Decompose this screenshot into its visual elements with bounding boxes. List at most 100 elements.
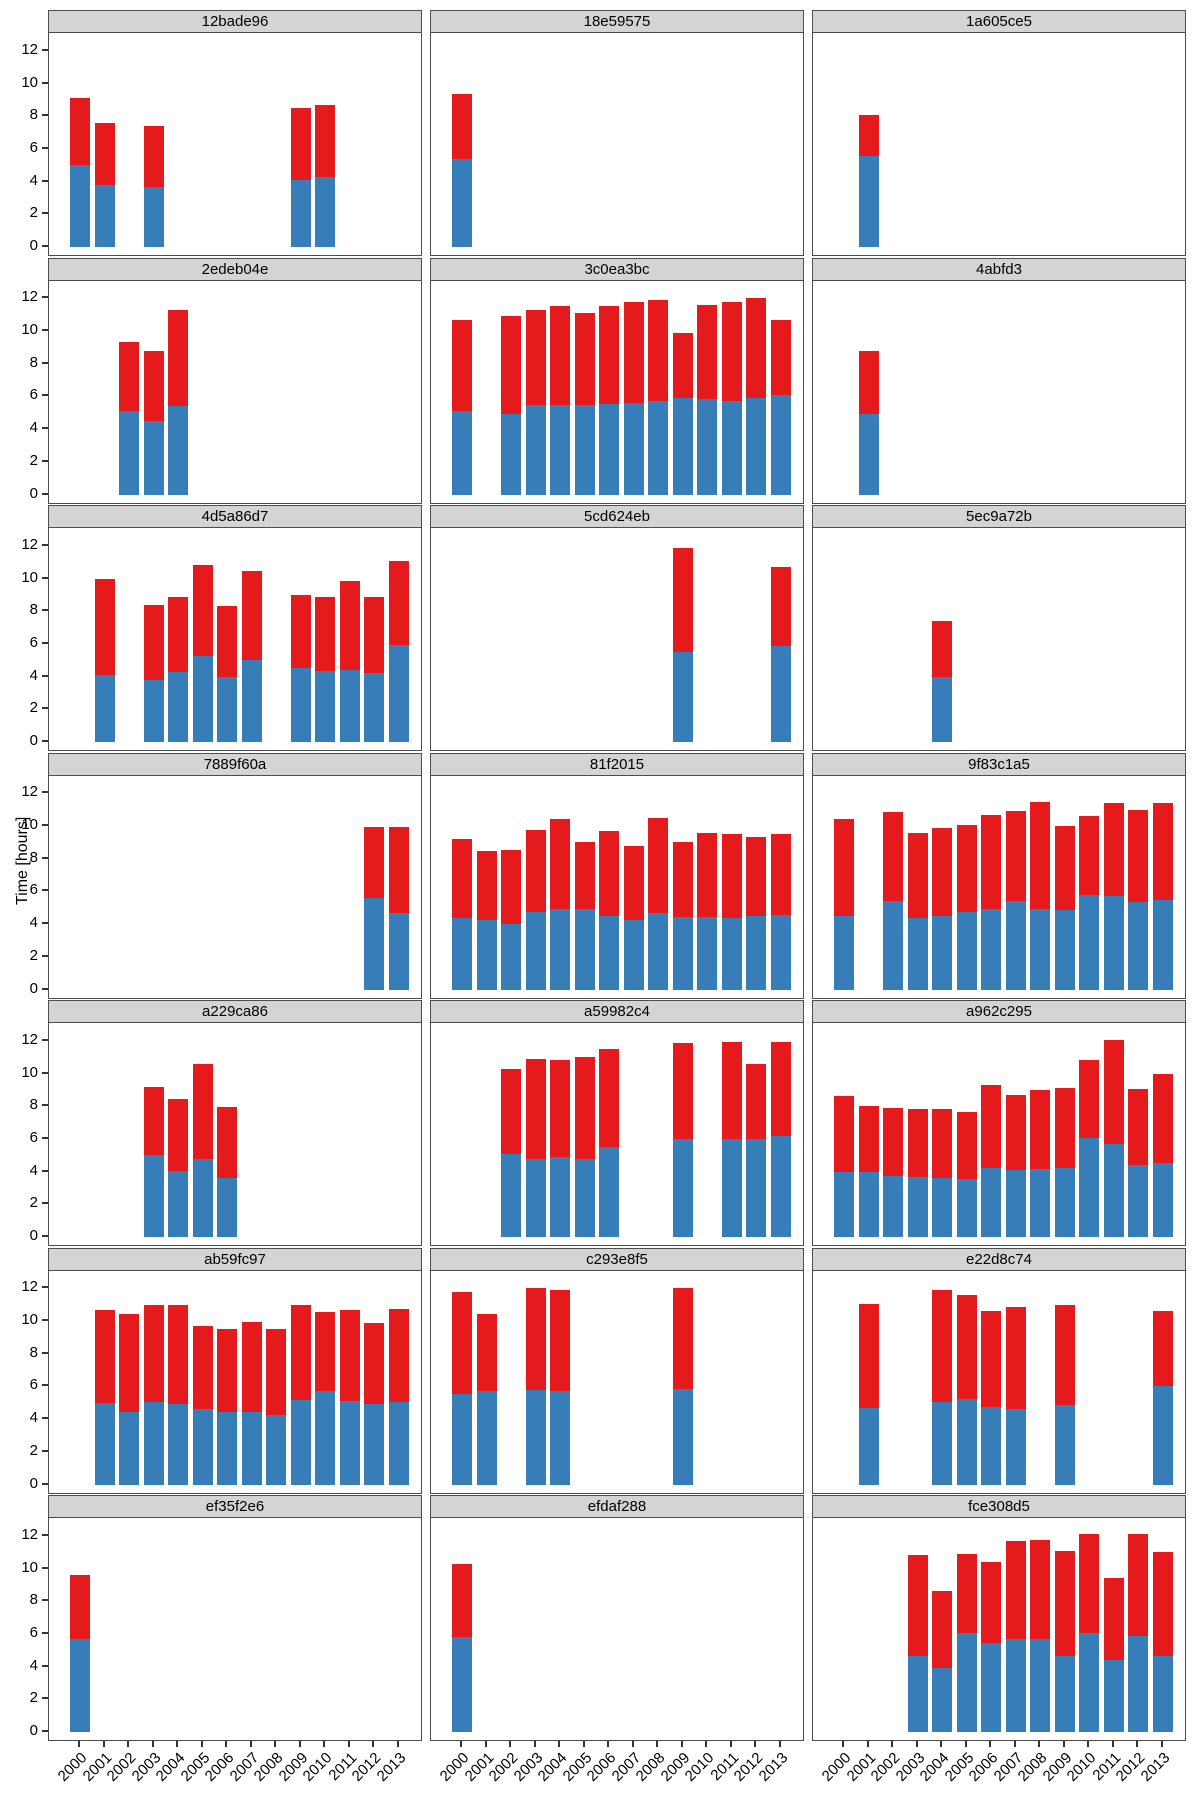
facet-panel-2edeb04e: 2edeb04e xyxy=(48,257,422,504)
y-tick-label: 8 xyxy=(29,848,38,866)
bar-segment-blue-2003 xyxy=(907,1655,928,1732)
facet-panel-5cd624eb: 5cd624eb xyxy=(430,505,804,751)
bar-segment-blue-2001 xyxy=(858,1408,879,1485)
bar-segment-red-2013 xyxy=(388,826,409,913)
facet-panel-efdaf288: efdaf288 xyxy=(430,1495,804,1741)
facet-strip: 2edeb04e xyxy=(48,257,422,281)
bar-segment-blue-2005 xyxy=(956,1633,977,1732)
bar-segment-blue-2012 xyxy=(364,1403,384,1485)
bar-segment-red-2013 xyxy=(770,567,791,646)
plot-area xyxy=(430,1517,804,1741)
bar-segment-blue-2013 xyxy=(1152,1385,1173,1485)
bar-segment-red-2010 xyxy=(697,832,717,917)
bar-segment-red-2008 xyxy=(1030,1539,1050,1639)
bar-segment-blue-2013 xyxy=(1152,1655,1173,1732)
bar-segment-blue-2001 xyxy=(476,920,497,990)
plot-area xyxy=(48,32,422,256)
bar-segment-blue-2003 xyxy=(907,1177,928,1237)
bar-segment-red-2009 xyxy=(672,1043,693,1139)
y-tick-mark xyxy=(42,1104,48,1107)
bar-segment-red-2013 xyxy=(388,1308,409,1402)
bar-segment-red-2005 xyxy=(956,1294,977,1400)
bar-segment-blue-2012 xyxy=(1128,1636,1148,1732)
bar-segment-red-2008 xyxy=(266,1329,286,1416)
y-tick-label: 8 xyxy=(29,1343,38,1361)
x-tick-mark xyxy=(607,1741,609,1747)
bar-segment-red-2012 xyxy=(746,1063,766,1139)
bar-segment-blue-2005 xyxy=(192,1158,213,1237)
facet-strip: 3c0ea3bc xyxy=(430,257,804,281)
bar-segment-blue-2012 xyxy=(746,915,766,990)
bar-segment-blue-2006 xyxy=(981,1642,1001,1732)
bar-segment-red-2003 xyxy=(907,1109,928,1178)
bar-segment-blue-2007 xyxy=(1005,901,1026,990)
y-tick-mark xyxy=(42,1169,48,1172)
x-tick-mark xyxy=(127,1741,129,1747)
bar-segment-red-2004 xyxy=(550,819,570,909)
y-tick-label: 4 xyxy=(29,171,38,189)
bar-segment-red-2004 xyxy=(550,1289,570,1391)
y-tick-label: 4 xyxy=(29,419,38,437)
facet-strip-title: a962c295 xyxy=(966,1003,1032,1020)
y-tick-label: 10 xyxy=(21,1311,38,1328)
plot-area xyxy=(48,279,422,504)
bar-segment-blue-2001 xyxy=(94,184,115,247)
y-tick-mark xyxy=(42,889,48,892)
y-tick-mark xyxy=(42,707,48,710)
bar-segment-blue-2006 xyxy=(217,1178,237,1237)
bar-segment-red-2009 xyxy=(290,108,311,180)
y-tick-label: 6 xyxy=(29,138,38,156)
y-tick-label: 12 xyxy=(21,1525,38,1543)
y-tick-label: 0 xyxy=(29,979,38,997)
bar-segment-blue-2003 xyxy=(907,917,928,990)
y-tick-mark xyxy=(42,543,48,546)
x-tick-mark xyxy=(225,1741,227,1747)
x-tick-mark xyxy=(1087,1741,1089,1747)
facet-strip: c293e8f5 xyxy=(430,1247,804,1271)
bar-segment-red-2012 xyxy=(364,826,384,898)
bar-segment-red-2012 xyxy=(746,837,766,916)
y-tick-label: 8 xyxy=(29,601,38,619)
y-tick-label: 8 xyxy=(29,106,38,124)
bar-segment-red-2010 xyxy=(1079,816,1099,895)
bar-segment-red-2001 xyxy=(476,850,497,921)
bar-segment-red-2008 xyxy=(648,817,668,914)
bar-segment-blue-2006 xyxy=(981,1167,1001,1237)
x-tick-mark xyxy=(396,1741,399,1747)
bar-segment-red-2005 xyxy=(956,825,977,912)
x-tick-mark xyxy=(274,1741,276,1747)
bar-segment-blue-2010 xyxy=(697,916,717,990)
x-tick-mark xyxy=(372,1741,374,1747)
bar-segment-blue-2002 xyxy=(119,411,139,495)
bar-segment-blue-2004 xyxy=(168,671,188,742)
facet-panel-a962c295: a962c295 xyxy=(812,1000,1186,1246)
facet-strip-title: 3c0ea3bc xyxy=(584,260,650,278)
y-tick-mark xyxy=(42,1351,48,1354)
bar-segment-red-2004 xyxy=(932,1289,952,1402)
x-tick-mark xyxy=(1038,1741,1040,1747)
bar-segment-red-2000 xyxy=(452,320,472,412)
y-tick-mark xyxy=(42,427,48,430)
bar-segment-blue-2005 xyxy=(192,656,213,742)
y-tick-mark xyxy=(42,114,48,117)
bar-segment-red-2003 xyxy=(143,604,164,680)
x-tick-mark xyxy=(891,1741,893,1747)
facet-strip: a229ca86 xyxy=(48,1000,422,1023)
bar-segment-red-2004 xyxy=(932,1591,952,1669)
x-tick-mark xyxy=(729,1741,732,1747)
bar-segment-red-2001 xyxy=(94,1309,115,1403)
y-tick-mark xyxy=(42,1136,48,1139)
facet-strip-title: e22d8c74 xyxy=(966,1250,1032,1268)
bar-segment-blue-2000 xyxy=(452,158,472,247)
bar-segment-red-2007 xyxy=(1005,811,1026,902)
bar-segment-red-2010 xyxy=(697,304,717,399)
bar-segment-blue-2000 xyxy=(452,411,472,495)
bar-segment-blue-2006 xyxy=(599,1147,619,1237)
y-tick-mark xyxy=(42,824,48,826)
bar-segment-red-2007 xyxy=(1005,1307,1026,1410)
bar-segment-blue-2010 xyxy=(697,398,717,495)
bar-segment-blue-2010 xyxy=(315,176,335,247)
bar-segment-red-2008 xyxy=(1030,802,1050,910)
x-tick-mark xyxy=(582,1741,585,1747)
bar-segment-red-2006 xyxy=(599,306,619,404)
